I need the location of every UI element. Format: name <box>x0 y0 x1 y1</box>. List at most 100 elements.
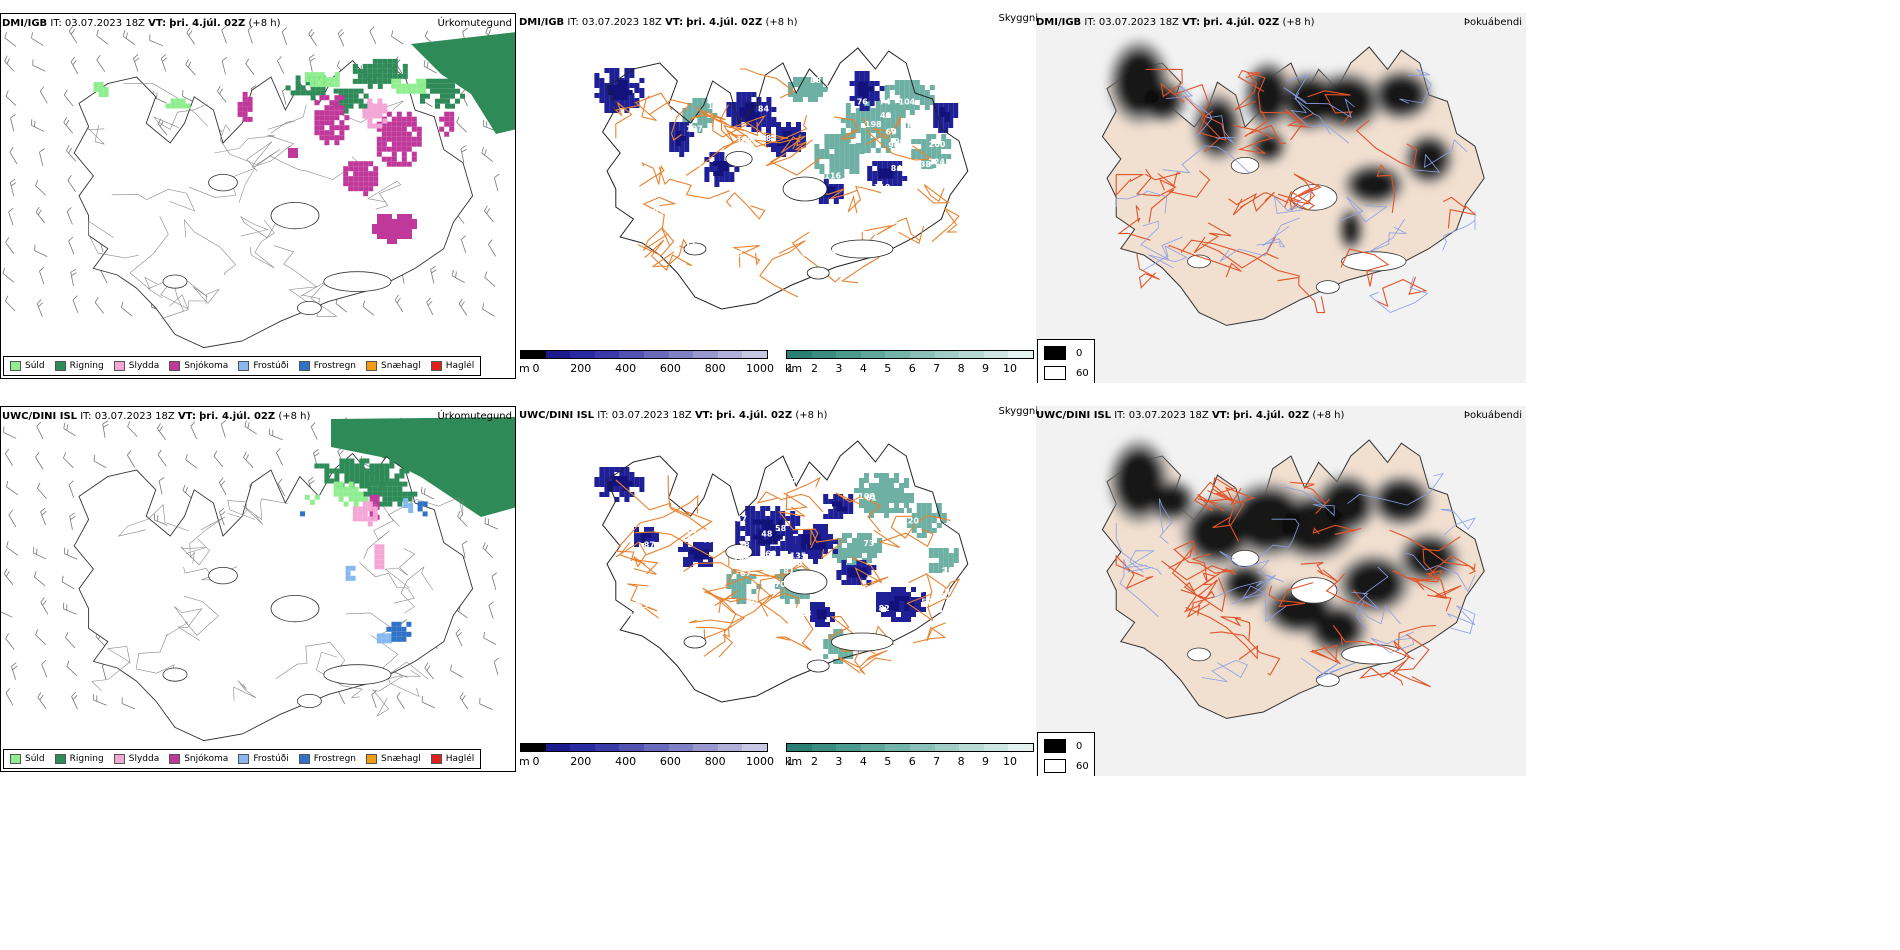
legend-swatch <box>54 754 66 764</box>
legend-label: Frostregn <box>313 754 357 764</box>
visibility-value: 73 <box>679 199 690 208</box>
colorbar-tick: 400 <box>615 755 637 768</box>
visibility-value: 62 <box>883 198 894 207</box>
fog-title: Þokuábendi <box>1463 410 1522 421</box>
legend-item: Súld <box>10 754 45 764</box>
visibility-value: 223 <box>671 208 688 217</box>
init-time: 03.07.2023 18Z <box>1098 17 1179 28</box>
visibility-value: 70 <box>791 558 803 567</box>
colorbar-step <box>717 744 743 751</box>
colorbar-strip <box>520 350 768 359</box>
init-time: 03.07.2023 18Z <box>64 18 145 29</box>
visibility-value: 57 <box>736 515 747 524</box>
visibility-value: 54 <box>901 129 913 138</box>
fog-indicator-map: UWC/DINI ISL IT: 03.07.2023 18Z VT: þri.… <box>1036 406 1526 776</box>
colorbar-step <box>811 351 837 358</box>
visibility-value: 77 <box>841 226 852 235</box>
colorbar-step <box>545 351 571 358</box>
visibility-value: 61 <box>866 494 878 503</box>
visibility-title: Skyggni <box>998 406 1038 417</box>
visibility-value: 4 <box>825 247 831 256</box>
it-label: IT: <box>567 17 579 28</box>
vt-label: VT: <box>1211 410 1230 421</box>
visibility-value: 198 <box>865 120 882 129</box>
colorbar-tick: 600 <box>659 755 681 768</box>
colorbar-tick: 8 <box>957 362 965 375</box>
visibility-value: 86 <box>774 238 786 247</box>
legend-item: Slydda <box>113 754 159 764</box>
colorbar-tick: 800 <box>704 755 726 768</box>
colorbar-unit: m <box>519 362 530 375</box>
colorbar-tick: 600 <box>659 362 681 375</box>
visibility-value: 107 <box>686 125 703 134</box>
legend-label: Súld <box>25 361 45 371</box>
visibility-value: 60 <box>765 550 777 559</box>
visibility-value: 61 <box>749 557 761 566</box>
legend-label: Snjókoma <box>184 361 229 371</box>
lead-time: (+8 h) <box>248 18 281 29</box>
visibility-value: 84 <box>758 105 770 114</box>
colorbar-step <box>668 351 694 358</box>
visibility-value: 103 <box>745 228 762 237</box>
colorbar-step <box>909 351 935 358</box>
visibility-value: 71 <box>685 240 697 249</box>
legend-swatch <box>366 361 378 371</box>
precip-type-canvas <box>1 417 515 742</box>
visibility-value: 99 <box>801 250 813 259</box>
legend-swatch <box>54 361 66 371</box>
colorbar-unit: km <box>785 755 803 768</box>
visibility-value: 138 <box>749 237 766 246</box>
colorbar-step <box>959 744 984 751</box>
fog-legend-label: 0 <box>1076 347 1083 359</box>
valid-time: þri. 4.júl. 02Z <box>169 18 246 29</box>
model-name: DMI/IGB <box>2 18 48 29</box>
visibility-value: 86 <box>907 122 919 131</box>
it-label: IT: <box>1114 410 1126 421</box>
legend-item: Slydda <box>113 361 159 371</box>
visibility-value: 69 <box>886 128 898 137</box>
legend-swatch <box>430 361 442 371</box>
colorbar-tick: 800 <box>704 362 726 375</box>
legend-item: Súld <box>10 361 45 371</box>
colorbar-tick: 7 <box>933 755 941 768</box>
valid-time: þri. 4.júl. 02Z <box>1203 17 1280 28</box>
visibility-value: 87 <box>761 638 772 647</box>
visibility-value: 185 <box>733 556 750 565</box>
colorbar-step <box>643 351 669 358</box>
visibility-value: 57 <box>855 468 866 477</box>
visibility-value: 135 <box>790 552 807 561</box>
colorbar-unit: km <box>785 362 803 375</box>
colorbar-step <box>1008 351 1033 358</box>
lead-time: (+8 h) <box>795 410 828 421</box>
visibility-value: 73 <box>712 525 723 534</box>
visibility-map: 71 70 103 107 88 5 18 88 42 73 54 10 96 74 84 77 97 96 91 2… <box>518 13 1038 383</box>
fog-canvas <box>1036 406 1526 776</box>
fog-legend-label: 60 <box>1076 760 1089 772</box>
visibility-value: 128 <box>795 609 812 618</box>
legend-item: Rigning <box>54 754 104 764</box>
visibility-value: 18 <box>756 153 768 162</box>
visibility-value: 116 <box>687 530 704 539</box>
colorbar-tick: 6 <box>908 755 916 768</box>
legend-item: Snjókoma <box>169 754 228 764</box>
colorbar-step <box>959 351 984 358</box>
colorbar-step <box>787 351 812 358</box>
visibility-value: 87 <box>766 134 777 143</box>
vt-label: VT: <box>177 411 196 422</box>
visibility-value: 37 <box>919 586 930 595</box>
fog-legend-swatch <box>1044 739 1066 753</box>
fog-title: Þokuábendi <box>1463 17 1522 28</box>
legend-label: Snjókoma <box>184 754 229 764</box>
colorbar-tick: 400 <box>615 362 637 375</box>
legend-item: Frostregn <box>298 754 357 764</box>
vt-label: VT: <box>665 17 684 28</box>
visibility-value: 52 <box>921 598 932 607</box>
visibility-canvas: 71 70 103 107 88 5 18 88 42 73 54 10 96 74 84 77 97 96 91 2… <box>594 47 969 310</box>
legend-item: Frostregn <box>298 361 356 371</box>
fog-legend-row: 0 <box>1044 739 1082 753</box>
init-time: 03.07.2023 18Z <box>611 410 692 421</box>
visibility-value: 5 <box>924 215 930 224</box>
colorbar-step <box>594 744 620 751</box>
colorbar-tick: 9 <box>982 362 990 375</box>
